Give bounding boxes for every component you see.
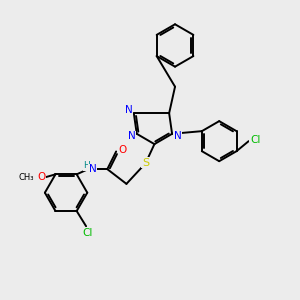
Text: S: S (142, 158, 149, 168)
Text: O: O (37, 172, 46, 182)
Text: N: N (125, 105, 133, 115)
Text: N: N (174, 131, 182, 141)
Text: H: H (83, 161, 90, 170)
Text: Cl: Cl (250, 135, 260, 145)
Text: Cl: Cl (82, 228, 93, 238)
Text: N: N (128, 131, 135, 141)
Text: O: O (118, 145, 127, 155)
Text: N: N (89, 164, 97, 174)
Text: CH₃: CH₃ (19, 173, 34, 182)
